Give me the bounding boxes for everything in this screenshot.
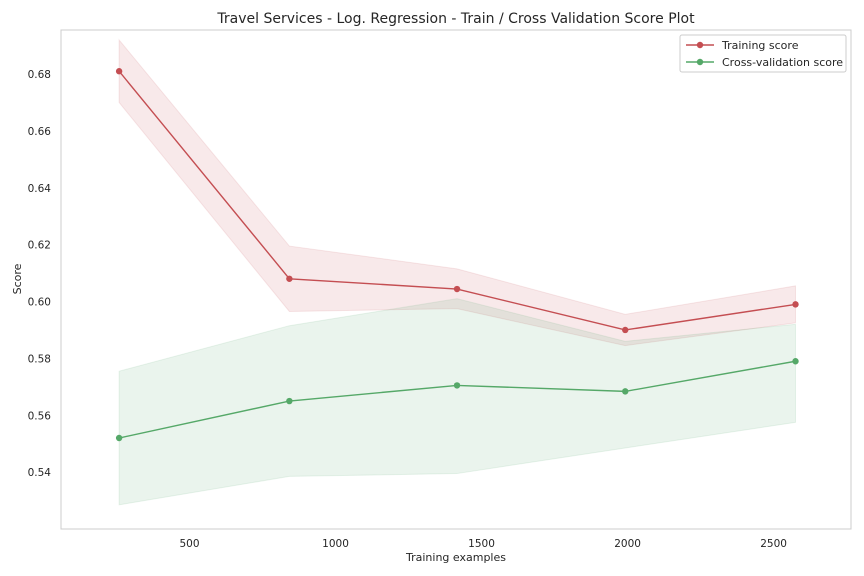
y-tick-label: 0.64 [28, 183, 52, 195]
legend-frame [679, 34, 847, 73]
cross-validation-score-point [286, 397, 293, 405]
cross-validation-score-point [115, 434, 123, 442]
y-tick-label: 0.54 [28, 467, 52, 479]
y-axis-label: Score [11, 263, 24, 294]
training-score-point [286, 275, 293, 282]
x-tick-label: 2000 [614, 538, 641, 550]
x-tick-label: 1000 [322, 538, 349, 550]
training-score-band [118, 38, 797, 347]
legend-label-cross-validation: Cross-validation score [722, 56, 843, 69]
y-tick-label: 0.62 [28, 240, 51, 252]
x-tick-label: 1500 [468, 538, 495, 550]
training-score-point [622, 326, 629, 334]
x-axis-ticks: 500 1000 1500 2000 2500 [179, 538, 787, 550]
legend-marker-cross-validation [696, 58, 704, 66]
x-axis-label: Training examples [405, 551, 506, 564]
cross-validation-score-band [118, 298, 797, 506]
y-tick-label: 0.66 [28, 126, 52, 138]
cross-validation-score-point [792, 358, 799, 365]
legend: Training score Cross-validation score [679, 34, 847, 73]
chart-title: Travel Services - Log. Regression - Trai… [216, 11, 695, 27]
cross-validation-score-point [453, 382, 461, 389]
legend-marker-training [696, 41, 704, 49]
series-points [115, 68, 799, 442]
training-score-point [115, 68, 123, 75]
y-axis-ticks: 0.54 0.56 0.58 0.60 0.62 0.64 0.66 0.68 [28, 69, 52, 479]
training-score-point [453, 285, 461, 293]
training-score-point [792, 301, 799, 308]
y-tick-label: 0.60 [28, 297, 51, 309]
x-tick-label: 500 [179, 538, 199, 550]
y-tick-label: 0.58 [28, 353, 51, 365]
plot-area-frame [60, 29, 852, 530]
confidence-bands [118, 38, 797, 506]
y-tick-label: 0.68 [28, 69, 51, 81]
legend-label-training: Training score [721, 39, 799, 52]
y-tick-label: 0.56 [28, 410, 52, 422]
x-tick-label: 2500 [760, 538, 787, 550]
cross-validation-score-point [622, 388, 629, 395]
